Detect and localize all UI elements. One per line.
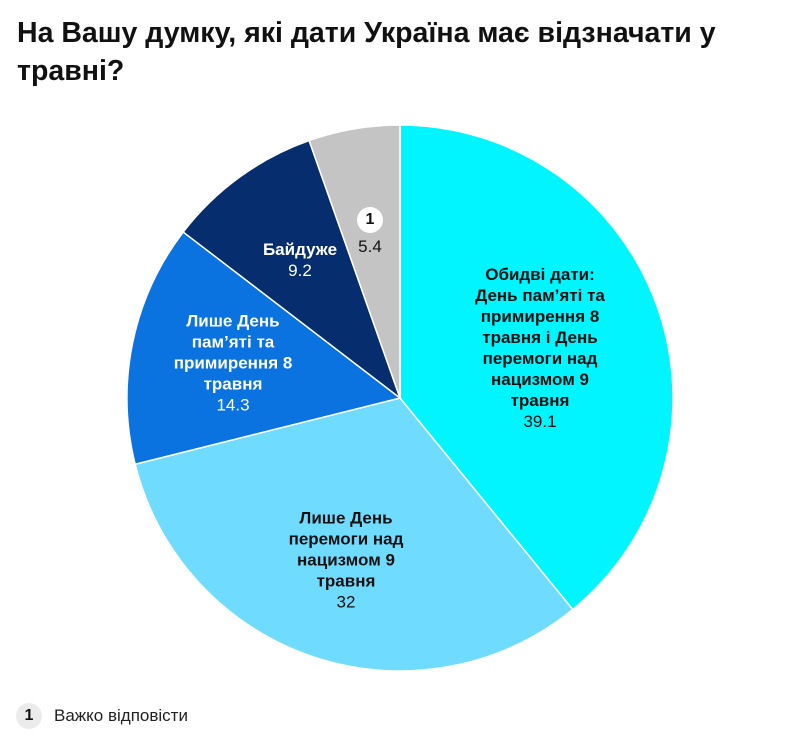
legend-marker: 1: [16, 703, 42, 729]
legend-text: Важко відповісти: [54, 706, 188, 725]
slice-name: травня: [316, 571, 376, 591]
slice-label-victory-day: Лише День перемоги над нацизмом 9 травня…: [289, 508, 404, 613]
slice-label-hard-to-say: 1 5.4: [357, 207, 383, 257]
slice-name: пам’яті та: [191, 332, 275, 352]
slice-name: нацизмом 9: [491, 370, 589, 389]
slice-value: 39.1: [523, 412, 557, 431]
slice-name: День пам’яті та: [475, 286, 605, 305]
pie-slice-1: [134, 397, 574, 672]
slice-name: Байдуже: [262, 240, 338, 259]
pie-slice-2: [126, 230, 402, 466]
slice-name: примирення 8: [480, 307, 600, 326]
slice-name: Обидві дати:: [485, 265, 595, 284]
footnote-marker: 1: [357, 207, 383, 233]
slice-name: перемоги над: [288, 529, 404, 549]
slice-value: 5.4: [358, 237, 382, 256]
slice-name: Лише День: [186, 311, 280, 331]
pie-slice-4: [308, 124, 401, 399]
chart-title: На Вашу думку, які дати Україна має відз…: [17, 17, 716, 87]
pie-slice-0: [399, 124, 674, 611]
slice-value: 9.2: [288, 261, 312, 280]
slice-label-both: Обидві дати: День пам’яті та примирення …: [475, 264, 605, 432]
slice-value: 14.3: [216, 395, 250, 415]
slice-label-remembrance-day: Лише День пам’яті та примирення 8 травня…: [174, 311, 293, 416]
legend: 1 Важко відповісти: [16, 703, 188, 729]
pie-slice-3: [182, 139, 402, 401]
slice-name: травня і День: [482, 328, 598, 347]
slice-name: нацизмом 9: [297, 550, 395, 570]
slice-value: 32: [336, 592, 356, 612]
slice-label-indifferent: Байдуже 9.2: [263, 239, 337, 281]
slice-name: примирення 8: [173, 353, 293, 373]
slice-name: Лише День: [299, 508, 393, 528]
slice-name: перемоги над: [482, 349, 598, 368]
slice-name: травня: [510, 391, 570, 410]
slice-name: травня: [203, 374, 263, 394]
